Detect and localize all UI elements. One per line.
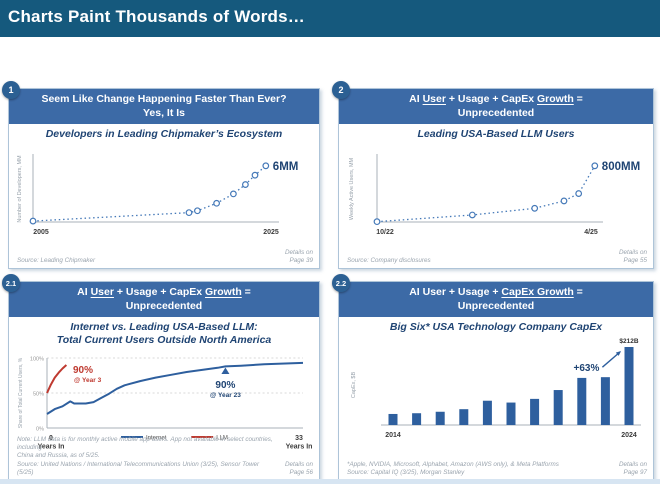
panel-2-2-chart-title: Big Six* USA Technology Company CapEx: [389, 321, 603, 333]
panel-2-1-chart-title: Internet vs. Leading USA-Based LLM: Tota…: [56, 321, 272, 347]
svg-text:$212B: $212B: [619, 338, 638, 345]
panel-2-2: 2.2 AI User + Usage + CapEx Growth = Unpr…: [332, 274, 654, 481]
svg-text:6MM: 6MM: [273, 161, 299, 173]
panel-1: 1 Seem Like Change Happening Faster Than…: [2, 81, 320, 269]
svg-text:Number of Developers, MM: Number of Developers, MM: [17, 155, 23, 223]
svg-text:+63%: +63%: [574, 363, 600, 374]
svg-text:Years In: Years In: [38, 444, 65, 451]
panel-2-chart-title: Leading USA-Based LLM Users: [417, 128, 575, 140]
panel-2-1-badge: 2.1: [2, 274, 20, 292]
svg-text:2005: 2005: [33, 229, 49, 236]
svg-text:2025: 2025: [263, 229, 279, 236]
svg-text:0%: 0%: [36, 427, 44, 433]
svg-text:0: 0: [49, 435, 53, 442]
panel-2-2-footer: *Apple, NVIDIA, Microsoft, Alphabet, Ama…: [347, 461, 647, 477]
svg-text:Share of Total Current Users,: Share of Total Current Users, %: [18, 357, 24, 428]
svg-text:50%: 50%: [33, 392, 44, 398]
svg-text:LLM: LLM: [216, 436, 228, 442]
svg-text:CapEx, $B: CapEx, $B: [351, 372, 357, 399]
panel-1-source: Source: Leading Chipmaker: [17, 256, 96, 264]
panel-1-chart-title: Developers in Leading Chipmaker’s Ecosys…: [45, 128, 283, 140]
svg-text:Internet: Internet: [146, 436, 167, 442]
panel-2-details-ref: Details on Page 55: [618, 248, 647, 264]
panel-1-details-ref: Details on Page 39: [284, 248, 313, 264]
panel-2-footer: Source: Company disclosures Details on P…: [347, 249, 647, 265]
panel-2-2-source: *Apple, NVIDIA, Microsoft, Alphabet, Ama…: [347, 460, 559, 476]
panel-2-1-header: AI User + Usage + CapEx Growth = Unpreced…: [9, 282, 319, 317]
panel-2: 2 AI User + Usage + CapEx Growth = Unprec…: [332, 81, 654, 269]
panel-2-1-chart: 100% 50% 0% Share of Total Current Users, %…: [11, 348, 317, 460]
slide-title: Charts Paint Thousands of Words…: [8, 7, 305, 26]
svg-text:10/22: 10/22: [376, 229, 394, 236]
panel-2-2-header: AI User + Usage + CapEx Growth = Unpreced…: [339, 282, 653, 317]
svg-text:Weekly Active Users, MM: Weekly Active Users, MM: [349, 158, 355, 221]
slide-title-bar: Charts Paint Thousands of Words…: [0, 0, 660, 37]
panel-2-1: 2.1 AI User + Usage + CapEx Growth = Unpr…: [2, 274, 320, 481]
slide-bottom-strip: [0, 479, 660, 484]
panel-2-2-chart: CapEx, $B 2014 2024 $212B +63%: [341, 335, 651, 453]
panel-2-badge: 2: [332, 81, 350, 99]
panel-1-footer: Source: Leading Chipmaker Details on Pag…: [17, 249, 313, 265]
svg-text:@ Year 3: @ Year 3: [74, 377, 102, 384]
svg-text:90%: 90%: [215, 380, 235, 391]
panel-2-source: Source: Company disclosures: [347, 256, 431, 264]
svg-text:4/25: 4/25: [584, 229, 598, 236]
svg-text:Years In: Years In: [286, 444, 313, 451]
svg-text:2014: 2014: [385, 432, 401, 439]
svg-text:@ Year 23: @ Year 23: [210, 392, 241, 399]
svg-text:2024: 2024: [621, 432, 637, 439]
panel-1-chart: Number of Developers, MM 2005 2025 6MM: [11, 142, 317, 242]
panel-2-1-footer: Note: LLM data is for monthly active mob…: [17, 436, 313, 477]
panel-2-1-source: Note: LLM data is for monthly active mob…: [17, 436, 273, 476]
panel-2-1-details-ref: Details on Page 56: [284, 460, 313, 476]
svg-text:100%: 100%: [30, 357, 44, 363]
panel-2-chart: Weekly Active Users, MM 10/22 4/25 800MM: [341, 142, 651, 242]
panel-2-2-details-ref: Details on Page 97: [618, 460, 647, 476]
svg-text:90%: 90%: [73, 365, 93, 376]
panel-2-header: AI User + Usage + CapEx Growth = Unpreced…: [339, 89, 653, 124]
panel-1-header: Seem Like Change Happening Faster Than E…: [9, 89, 319, 124]
svg-text:800MM: 800MM: [602, 161, 640, 173]
svg-text:33: 33: [295, 435, 303, 442]
panel-2-2-badge: 2.2: [332, 274, 350, 292]
panel-1-badge: 1: [2, 81, 20, 99]
